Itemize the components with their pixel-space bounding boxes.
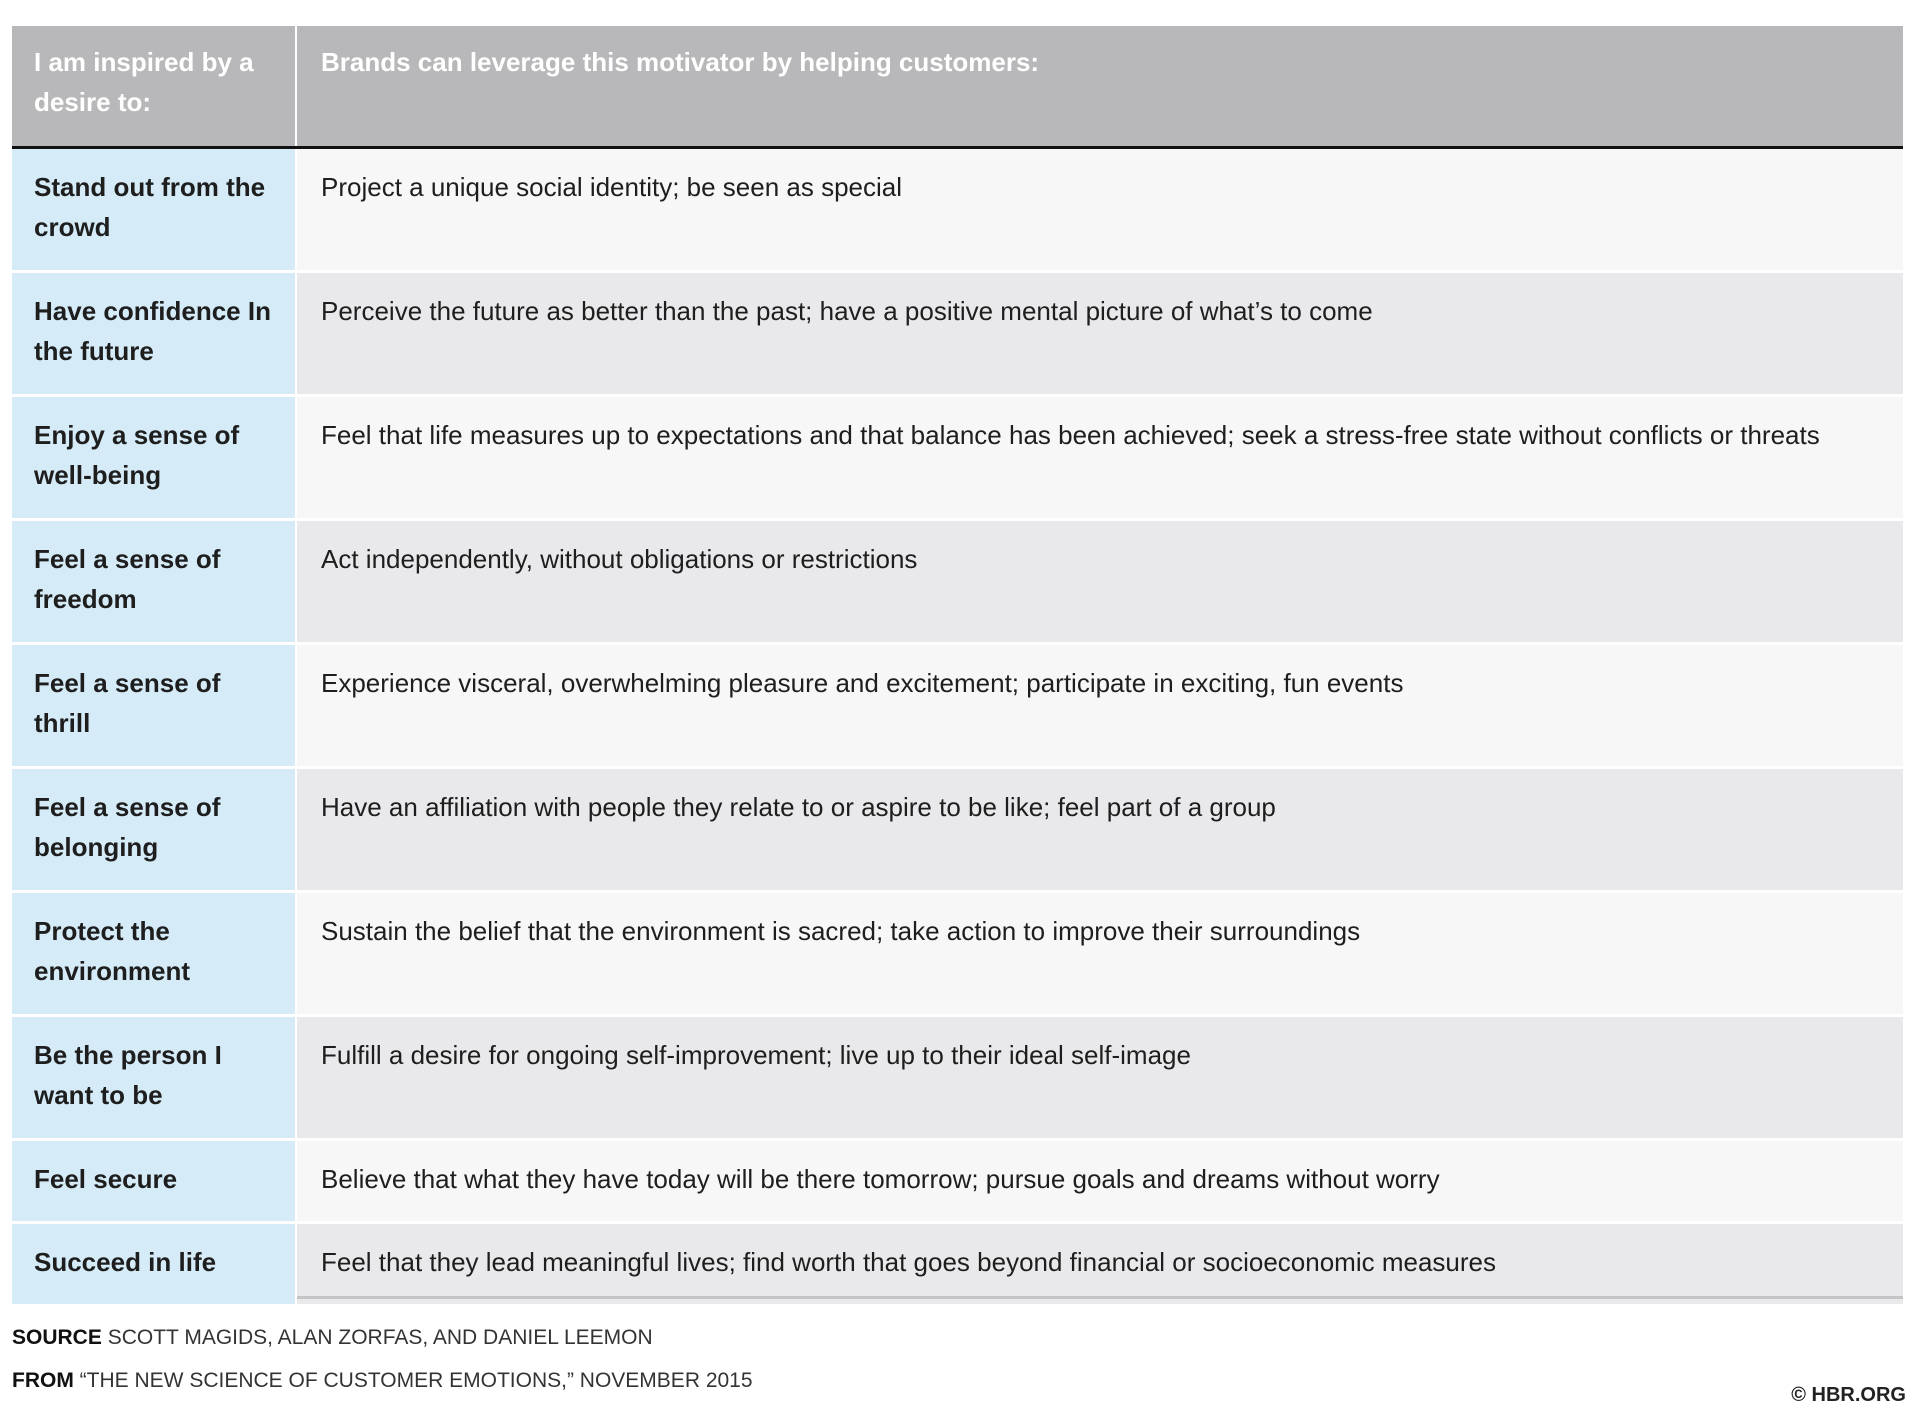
motivator-cell: Feel a sense of thrill: [12, 645, 295, 766]
leverage-cell: Fulfill a desire for ongoing self-improv…: [297, 1017, 1903, 1138]
table-row: Have confidence In the future Perceive th…: [12, 273, 1903, 394]
table-row: Feel a sense of freedom Act independently…: [12, 521, 1903, 642]
table-row: Succeed in life Feel that they lead meani…: [12, 1224, 1903, 1304]
motivator-cell: Feel secure: [12, 1141, 295, 1221]
leverage-cell: Have an affiliation with people they rel…: [297, 769, 1903, 890]
motivator-cell: Feel a sense of belonging: [12, 769, 295, 890]
table-bottom-rule: [297, 1296, 1903, 1299]
copyright: © HBR.ORG: [1791, 1384, 1906, 1406]
leverage-cell: Feel that life measures up to expectatio…: [297, 397, 1903, 518]
leverage-cell: Sustain the belief that the environment …: [297, 893, 1903, 1014]
table-row: Stand out from the crowd Project a unique…: [12, 149, 1903, 270]
header-motivator: I am inspired by a desire to:: [12, 26, 295, 146]
leverage-cell: Believe that what they have today will b…: [297, 1141, 1903, 1221]
leverage-cell: Perceive the future as better than the p…: [297, 273, 1903, 394]
table-row: Enjoy a sense of well-being Feel that lif…: [12, 397, 1903, 518]
from-label: FROM: [12, 1369, 74, 1392]
motivator-cell: Protect the environment: [12, 893, 295, 1014]
from-line: FROM “The New Science of Customer Emotio…: [12, 1369, 753, 1393]
motivator-cell: Have confidence In the future: [12, 273, 295, 394]
table-row: Feel a sense of belonging Have an affilia…: [12, 769, 1903, 890]
motivator-cell: Feel a sense of freedom: [12, 521, 295, 642]
table-row: Feel a sense of thrill Experience viscera…: [12, 645, 1903, 766]
table-header: I am inspired by a desire to: Brands can…: [12, 26, 1903, 149]
table-row: Protect the environment Sustain the belie…: [12, 893, 1903, 1014]
from-text: “The New Science of Customer Emotions,” …: [79, 1369, 753, 1392]
leverage-cell: Experience visceral, overwhelming pleasu…: [297, 645, 1903, 766]
source-line: SOURCE Scott Magids, Alan Zorfas, and Da…: [12, 1326, 653, 1350]
table-row: Be the person I want to be Fulfill a desi…: [12, 1017, 1903, 1138]
source-text: Scott Magids, Alan Zorfas, and Daniel Le…: [107, 1326, 653, 1349]
source-label: SOURCE: [12, 1326, 102, 1349]
motivator-cell: Succeed in life: [12, 1224, 295, 1304]
leverage-cell: Project a unique social identity; be see…: [297, 149, 1903, 270]
motivator-cell: Enjoy a sense of well-being: [12, 397, 295, 518]
motivators-table: I am inspired by a desire to: Brands can…: [12, 26, 1903, 1307]
table-row: Feel secure Believe that what they have t…: [12, 1141, 1903, 1221]
leverage-cell: Act independently, without obligations o…: [297, 521, 1903, 642]
header-leverage: Brands can leverage this motivator by he…: [297, 26, 1903, 146]
motivator-cell: Stand out from the crowd: [12, 149, 295, 270]
leverage-cell: Feel that they lead meaningful lives; fi…: [297, 1224, 1903, 1304]
motivator-cell: Be the person I want to be: [12, 1017, 295, 1138]
